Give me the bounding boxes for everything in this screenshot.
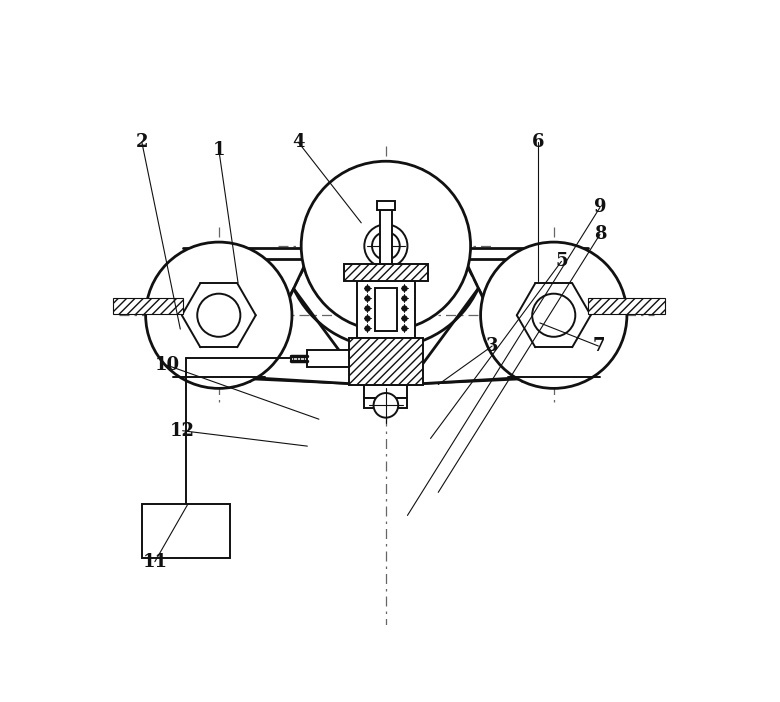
Text: 2: 2 (136, 133, 148, 151)
Circle shape (372, 232, 399, 260)
Text: 6: 6 (532, 133, 544, 151)
Text: 8: 8 (594, 225, 606, 244)
Circle shape (197, 293, 240, 337)
Text: 11: 11 (143, 552, 168, 571)
Bar (356, 281, 415, 338)
Text: 4: 4 (292, 133, 304, 151)
Circle shape (301, 161, 470, 331)
Bar (307, 350, 349, 367)
Text: 3: 3 (486, 337, 498, 355)
Circle shape (146, 242, 292, 388)
Bar (380, 210, 392, 264)
Bar (343, 264, 428, 281)
Text: 12: 12 (170, 422, 195, 439)
Text: 9: 9 (594, 199, 606, 216)
Circle shape (480, 242, 627, 388)
Bar (113, 298, 183, 314)
Text: 7: 7 (592, 337, 604, 355)
Text: 10: 10 (154, 357, 179, 374)
Circle shape (532, 293, 576, 337)
Text: 1: 1 (212, 140, 225, 159)
Bar (349, 338, 423, 385)
Bar (142, 504, 230, 558)
Bar (375, 289, 397, 331)
Bar (364, 399, 407, 408)
Circle shape (374, 393, 399, 418)
Bar (588, 298, 665, 314)
Circle shape (364, 225, 407, 267)
Bar (377, 201, 395, 210)
Text: 5: 5 (555, 252, 568, 270)
Bar (364, 385, 407, 399)
